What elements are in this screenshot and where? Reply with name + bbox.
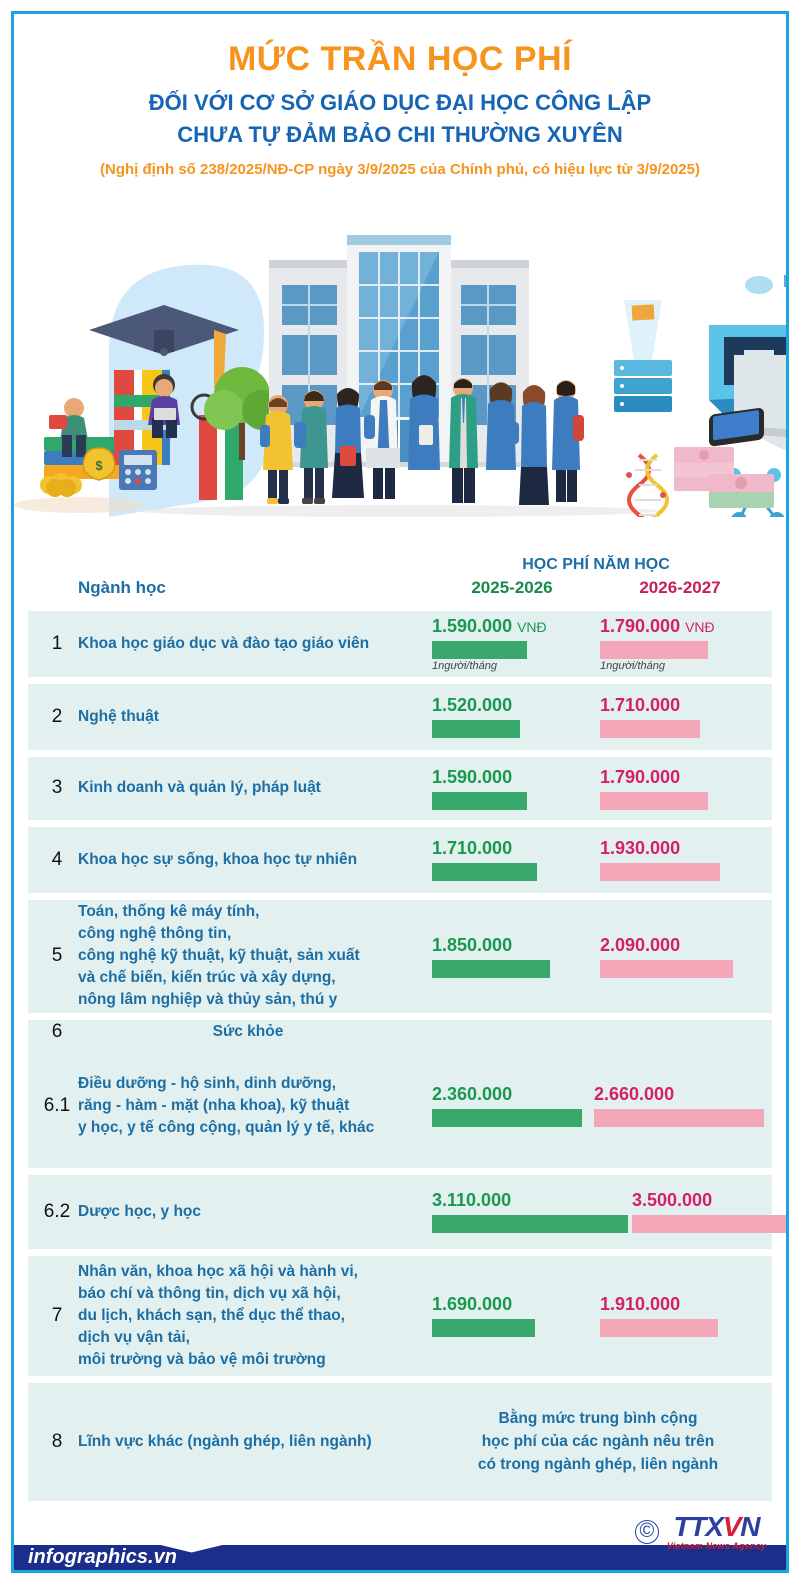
svg-text:$: $: [95, 458, 103, 473]
